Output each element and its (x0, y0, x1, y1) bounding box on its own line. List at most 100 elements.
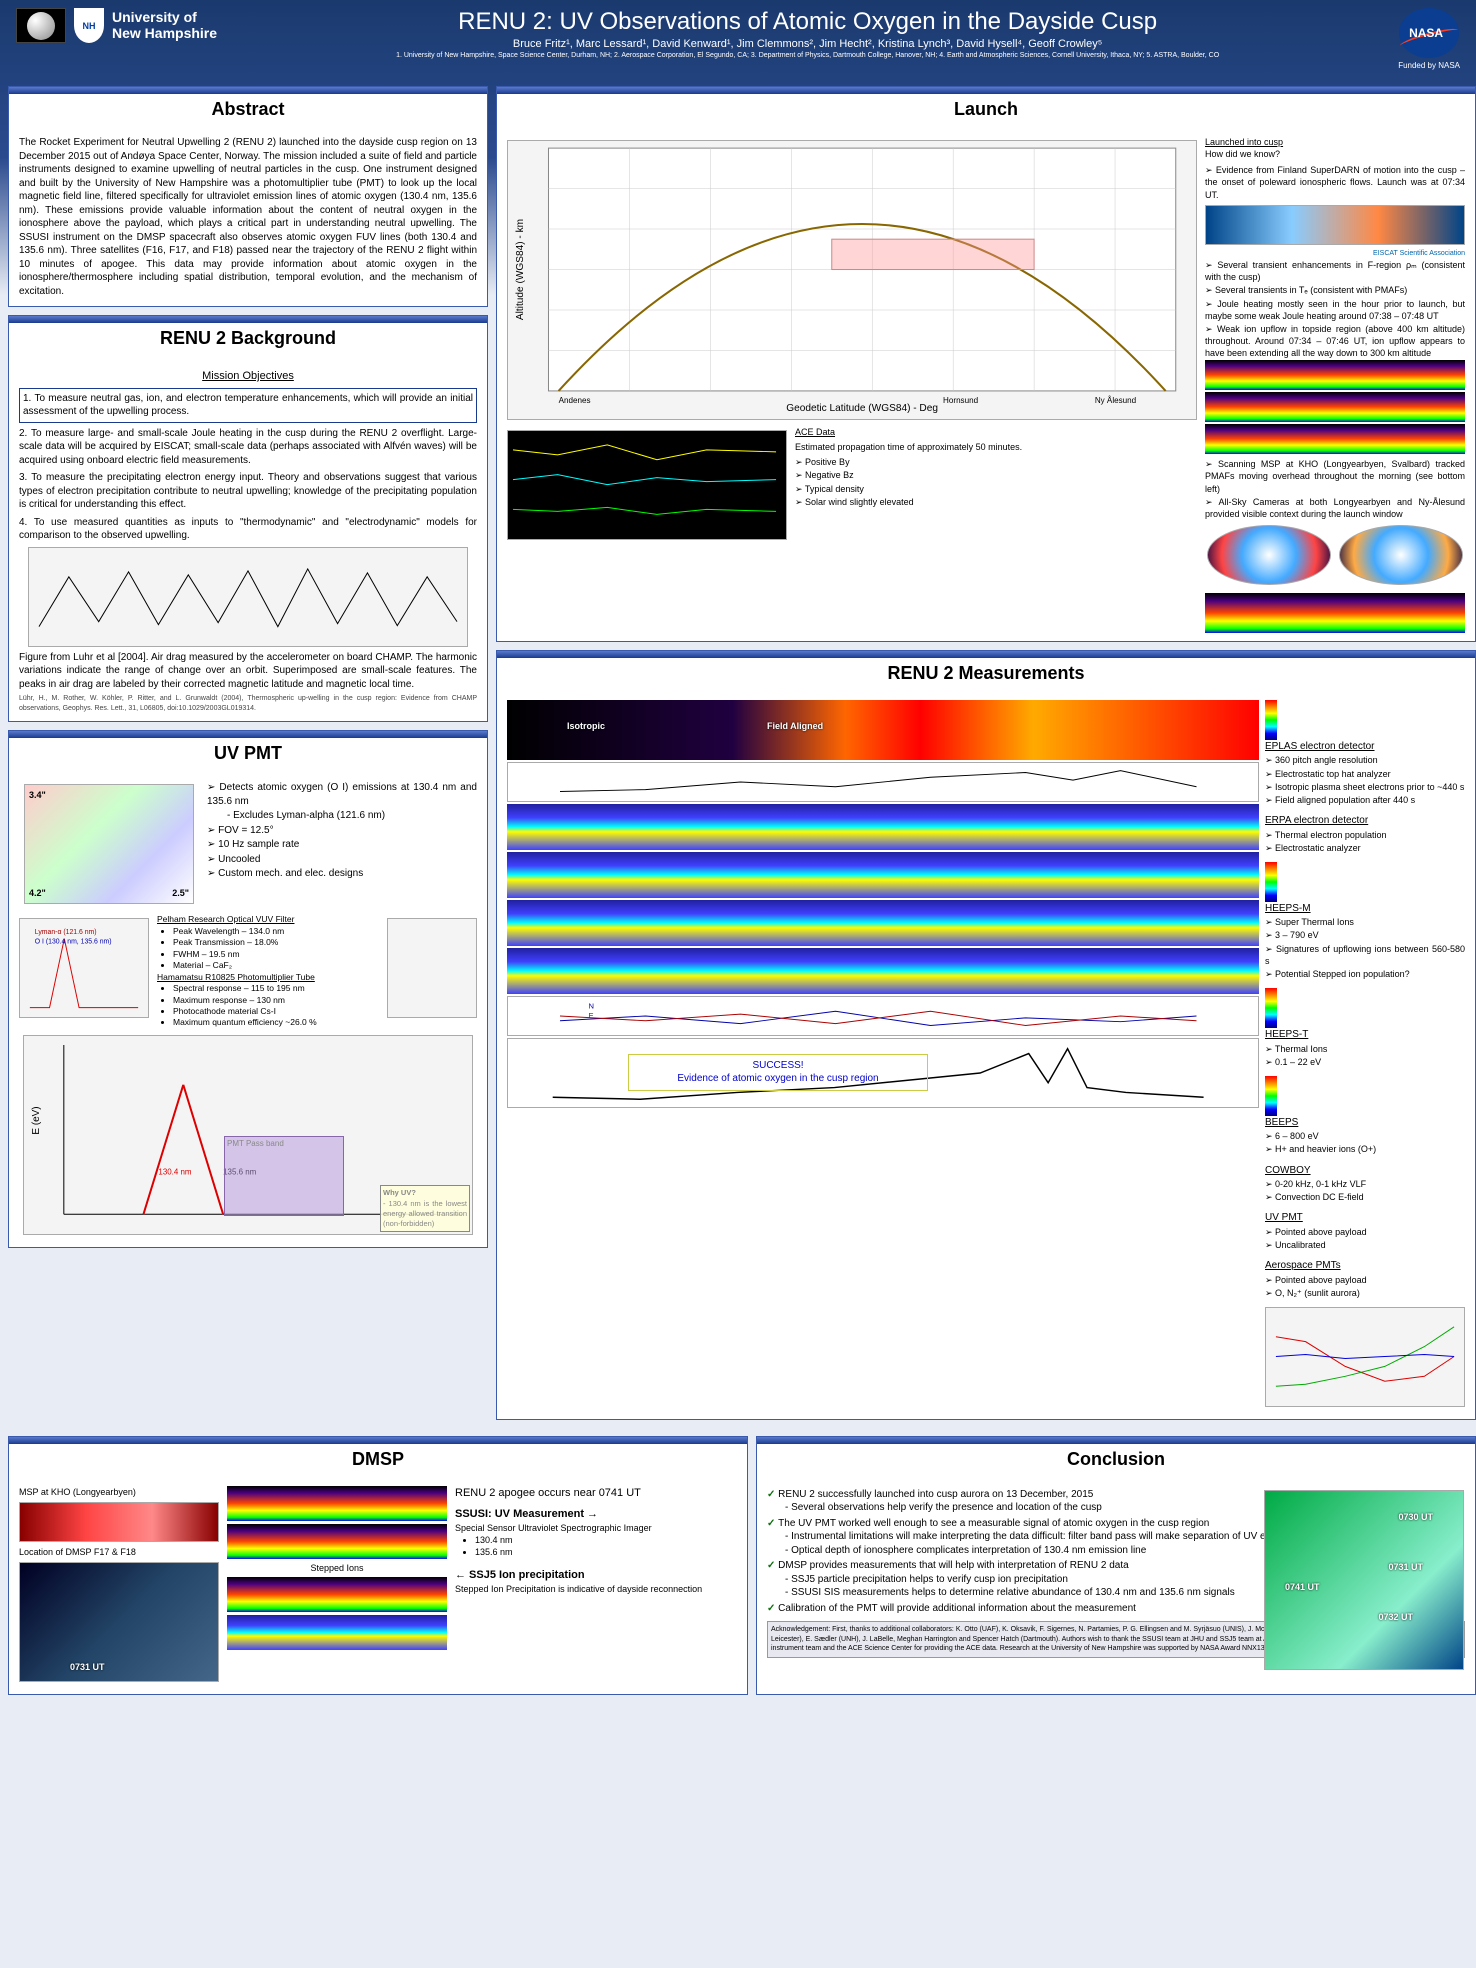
heepst-title: HEEPS-T (1265, 1028, 1465, 1042)
ssusi-0: 130.4 nm (475, 1534, 737, 1546)
ssusi-sub: Special Sensor Ultraviolet Spectrographi… (455, 1522, 737, 1534)
nasa-block: Funded by NASA (1398, 8, 1460, 70)
ace-sw: Solar wind slightly elevated (795, 496, 1197, 508)
svg-text:Geodetic Latitude (WGS84) - De: Geodetic Latitude (WGS84) - Deg (786, 404, 938, 415)
uvpmt-b1: FOV = 12.5° (207, 824, 477, 838)
heepsm-title: HEEPS-M (1265, 902, 1465, 916)
eplas-spectrogram: Isotropic Field Aligned (507, 700, 1259, 760)
dmsp-spectro-3 (227, 1577, 447, 1612)
uvpmt-b4: Custom mech. and elec. designs (207, 867, 477, 881)
left-logos: NH University of New Hampshire (16, 8, 217, 43)
launch-b3: Several transients in Tₑ (consistent wit… (1205, 284, 1465, 296)
ssusi-image: 0730 UT 0731 UT 0732 UT 0741 UT (1264, 1490, 1464, 1670)
svg-text:Altitude (WGS84) - km: Altitude (WGS84) - km (515, 219, 526, 320)
launch-how: How did we know? (1205, 148, 1465, 160)
launch-b2: Several transient enhancements in F-regi… (1205, 259, 1465, 283)
ace-data-chart (507, 430, 787, 540)
dim-2: 4.2" (29, 887, 46, 899)
passband-label: PMT Pass band (225, 1137, 343, 1152)
pmt-cad-drawing: 3.4" 4.2" 2.5" (24, 784, 194, 904)
why-uv-box: Why UV? - 130.4 nm is the lowest energy … (380, 1185, 470, 1232)
unh-shield-icon: NH (74, 8, 104, 43)
uvpmt-instr-title: UV PMT (1265, 1211, 1465, 1225)
heepsm-spectrogram (507, 804, 1259, 850)
erpa-title: ERPA electron detector (1265, 814, 1465, 828)
svg-text:Hornsund: Hornsund (943, 396, 978, 405)
uvpmt-excludes: - Excludes Lyman-alpha (121.6 nm) (207, 809, 477, 823)
apogee-text: RENU 2 apogee occurs near 0741 UT (455, 1486, 737, 1501)
launch-b7: All-Sky Cameras at both Longyearbyen and… (1205, 496, 1465, 520)
superdarn-chart (1205, 205, 1465, 245)
aero-title: Aerospace PMTs (1265, 1259, 1465, 1273)
filter-3: Material – CaF₂ (173, 960, 379, 971)
conclusion-title: Conclusion (757, 1445, 1475, 1478)
objective-4: 4. To use measured quantities as inputs … (19, 516, 477, 543)
erpa-chart (507, 762, 1259, 802)
dmsp-spectro-1 (227, 1486, 447, 1521)
svg-text:130.4 nm: 130.4 nm (158, 1168, 192, 1177)
unh-text: University of New Hampshire (112, 10, 217, 41)
dmsp-loc-label: Location of DMSP F17 & F18 (19, 1546, 219, 1558)
svg-text:E (eV): E (eV) (31, 1107, 42, 1135)
pmt-0: Spectral response – 115 to 195 nm (173, 983, 379, 994)
mission-logo (16, 8, 66, 43)
objective-2: 2. To measure large- and small-scale Jou… (19, 427, 477, 468)
dmsp-title: DMSP (9, 1445, 747, 1478)
nasa-logo-icon (1399, 8, 1459, 58)
ace-dens: Typical density (795, 483, 1197, 495)
heepst-spectrogram (507, 852, 1259, 898)
t2: 0731 UT (1388, 1561, 1423, 1573)
grotrian-diagram: E (eV) 130.4 nm 135.6 nm PMT Pass band W… (23, 1035, 473, 1235)
ace-bz: Negative Bz (795, 469, 1197, 481)
filter-response-chart: Lyman-α (121.6 nm)O I (130.4 nm, 135.6 n… (19, 918, 149, 1018)
pmt-1: Maximum response – 130 nm (173, 995, 379, 1006)
dmsp-spectro-4 (227, 1615, 447, 1650)
uvpmt-b3: Uncooled (207, 853, 477, 867)
ace-prop: Estimated propagation time of approximat… (795, 441, 1197, 453)
filter-1: Peak Transmission – 18.0% (173, 937, 379, 948)
champ-ref: Lühr, H., M. Rother, W. Köhler, P. Ritte… (19, 694, 477, 713)
eiscat-spectro-1 (1205, 360, 1465, 390)
right-column: Launch (496, 86, 1476, 1428)
allsky-1 (1207, 525, 1332, 585)
eiscat-spectro-3 (1205, 424, 1465, 454)
launch-b1: Evidence from Finland SuperDARN of motio… (1205, 164, 1465, 200)
msp-kho-chart (19, 1502, 219, 1542)
stepped-label: Stepped Ions (227, 1562, 447, 1574)
trajectory-chart: Geodetic Latitude (WGS84) - Deg Altitude… (507, 140, 1197, 420)
aerospace-pmt-chart (1265, 1307, 1465, 1407)
affiliations: 1. University of New Hampshire, Space Sc… (227, 52, 1388, 60)
pmt-2: Photocathode material Cs-I (173, 1006, 379, 1017)
map-time: 0731 UT (70, 1661, 105, 1673)
measurements-section: RENU 2 Measurements Isotropic Field Alig… (496, 650, 1476, 1420)
pmt-counts-chart: SUCCESS! Evidence of atomic oxygen in th… (507, 1038, 1259, 1108)
t1: 0730 UT (1398, 1511, 1433, 1523)
funded-text: Funded by NASA (1398, 61, 1460, 70)
launch-title: Launch (497, 95, 1475, 128)
ssusi-1: 135.6 nm (475, 1546, 737, 1558)
left-column: Abstract The Rocket Experiment for Neutr… (8, 86, 488, 1428)
fa-label: Field Aligned (767, 720, 823, 732)
background-title: RENU 2 Background (9, 324, 487, 357)
launch-b6: Scanning MSP at KHO (Longyearbyen, Svalb… (1205, 458, 1465, 494)
poster-title: RENU 2: UV Observations of Atomic Oxygen… (227, 8, 1388, 36)
launch-b5: Weak ion upflow in topside region (above… (1205, 323, 1465, 359)
colorbar-2 (1265, 862, 1277, 902)
champ-drag-chart (28, 547, 468, 647)
svg-text:Andenes: Andenes (559, 396, 591, 405)
background-section: RENU 2 Background Mission Objectives 1. … (8, 315, 488, 722)
beeps-title: BEEPS (1265, 1116, 1465, 1130)
filter-title: Pelham Research Optical VUV Filter (157, 914, 379, 925)
abstract-section: Abstract The Rocket Experiment for Neutr… (8, 86, 488, 307)
qe-chart (387, 918, 477, 1018)
uvpmt-b0: Detects atomic oxygen (O I) emissions at… (207, 781, 477, 808)
objective-3: 3. To measure the precipitating electron… (19, 471, 477, 512)
filter-0: Peak Wavelength – 134.0 nm (173, 926, 379, 937)
measurements-title: RENU 2 Measurements (497, 659, 1475, 692)
pmt-3: Maximum quantum efficiency ~26.0 % (173, 1017, 379, 1028)
uvpmt-section: UV PMT 3.4" 4.2" 2.5" Detects atomic oxy… (8, 730, 488, 1248)
eplas-title: EPLAS electron detector (1265, 740, 1465, 754)
ace-title: ACE Data (795, 426, 1197, 438)
authors: Bruce Fritz¹, Marc Lessard¹, David Kenwa… (227, 38, 1388, 50)
dmsp-spectro-2 (227, 1524, 447, 1559)
